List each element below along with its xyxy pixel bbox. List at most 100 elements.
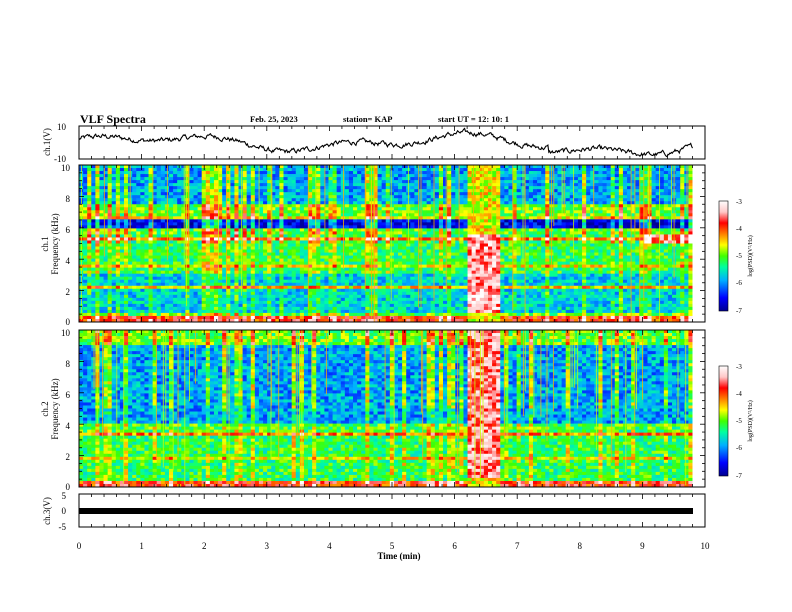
spectrogram-cell <box>426 165 432 169</box>
spectrogram-cell <box>83 195 88 199</box>
spectrogram-cell <box>492 171 497 175</box>
spectrogram-cell <box>639 258 644 263</box>
spectrogram-cell <box>631 219 636 223</box>
spectrogram-cell <box>422 243 428 247</box>
spectrogram-cell <box>455 180 460 184</box>
spectrogram-cell <box>582 240 587 244</box>
spectrogram-cell <box>487 237 493 241</box>
spectrogram-cell <box>348 165 354 169</box>
spectrogram-cell <box>111 171 117 175</box>
spectrogram-cell <box>516 165 522 169</box>
spectrogram-cell <box>254 180 260 184</box>
spectrogram-cell <box>132 207 137 211</box>
spectrogram-cell <box>303 201 309 205</box>
spectrogram-cell <box>132 213 137 217</box>
spectrogram-cell <box>324 231 329 235</box>
spectrogram-cell <box>643 246 648 250</box>
spectrogram-cell <box>238 171 243 175</box>
spectrogram-cell <box>181 231 186 235</box>
spectrogram-cell <box>267 204 272 208</box>
spectrogram-cell <box>263 249 268 253</box>
spectrogram-cell <box>103 249 109 253</box>
spectrogram-cell <box>455 234 460 238</box>
spectrogram-cell <box>463 192 468 196</box>
spectrogram-cell <box>218 204 223 208</box>
spectrogram-cell <box>357 189 362 193</box>
spectrogram-cell <box>443 180 448 184</box>
spectrogram-cell <box>312 174 317 178</box>
spectrogram-cell <box>377 222 383 226</box>
spectrogram-cell <box>500 165 505 169</box>
spectrogram-cell <box>168 195 174 199</box>
spectrogram-cell <box>222 264 227 269</box>
spectrogram-cell <box>295 210 301 214</box>
spectrogram-cell <box>299 174 305 178</box>
spectrogram-cell <box>545 252 550 256</box>
spectrogram-cell <box>189 177 194 181</box>
spectrogram-cell <box>504 189 509 193</box>
spectrogram-cell <box>586 252 591 256</box>
spectrogram-cell <box>532 225 538 229</box>
spectrogram-cell <box>115 222 121 226</box>
spectrogram-cell <box>512 204 518 208</box>
spectrogram-cell <box>136 222 141 226</box>
spectrogram-cell <box>348 180 354 184</box>
spectrogram-cell <box>201 237 207 241</box>
spectrogram-cell <box>353 186 358 190</box>
spectrogram-cell <box>447 219 452 223</box>
spectrogram-cell <box>324 219 329 223</box>
spectrogram-cell <box>512 171 518 175</box>
spectrogram-cell <box>107 171 113 175</box>
spectrogram-cell <box>447 171 452 175</box>
spectrogram-cell <box>590 168 595 172</box>
spectrogram-cell <box>512 198 518 202</box>
spectrogram-cell <box>541 168 546 172</box>
spectrogram-cell <box>393 195 399 199</box>
spectrogram-cell <box>136 258 141 263</box>
spectrogram-cell <box>136 201 141 205</box>
spectrogram-cell <box>357 171 362 175</box>
spectrogram-cell <box>230 186 235 190</box>
spectrogram-cell <box>610 240 616 244</box>
spectrogram-cell <box>119 261 125 266</box>
spectrogram-cell <box>99 240 104 244</box>
spectrogram-cell <box>181 204 186 208</box>
spectrogram-cell <box>622 222 628 226</box>
spectrogram-cell <box>144 177 149 181</box>
spectrogram-cell <box>688 240 693 244</box>
spectrogram-cell <box>222 237 227 241</box>
spectrogram-cell <box>614 249 620 253</box>
spectrogram-cell <box>635 258 640 263</box>
spectrogram-cell <box>103 183 109 187</box>
spectrogram-cell <box>492 237 497 241</box>
spectrogram-cell <box>496 231 501 235</box>
spectrogram-cell <box>299 213 305 217</box>
spectrogram-cell <box>201 177 207 181</box>
spectrogram-cell <box>483 225 489 229</box>
spectrogram-cell <box>426 219 432 223</box>
spectrogram-cell <box>222 243 227 247</box>
spectrogram-cell <box>553 258 558 263</box>
spectrogram-cell <box>168 204 174 208</box>
spectrogram-cell <box>532 252 538 256</box>
spectrogram-cell <box>680 177 685 181</box>
spectrogram-cell <box>586 216 591 220</box>
spectrogram-cell <box>504 237 509 241</box>
spectrogram-cell <box>168 261 174 266</box>
spectrogram-cell <box>443 234 448 238</box>
spectrogram-cell <box>487 177 493 181</box>
spectrogram-cell <box>83 240 88 244</box>
spectrogram-cell <box>541 222 546 226</box>
spectrogram-cell <box>586 234 591 238</box>
spectrogram-cell <box>541 186 546 190</box>
spectrogram-cell <box>622 201 628 205</box>
spectrogram-cell <box>156 246 162 250</box>
spectrogram-cell <box>541 204 546 208</box>
spectrogram-cell <box>361 231 366 235</box>
spectrogram-cell <box>381 195 387 199</box>
spectrogram-cell <box>381 180 387 184</box>
spectrogram-cell <box>447 252 452 256</box>
spectrogram-cell <box>295 183 301 187</box>
spectrogram-cell <box>451 222 456 226</box>
spectrogram-cell <box>492 189 497 193</box>
